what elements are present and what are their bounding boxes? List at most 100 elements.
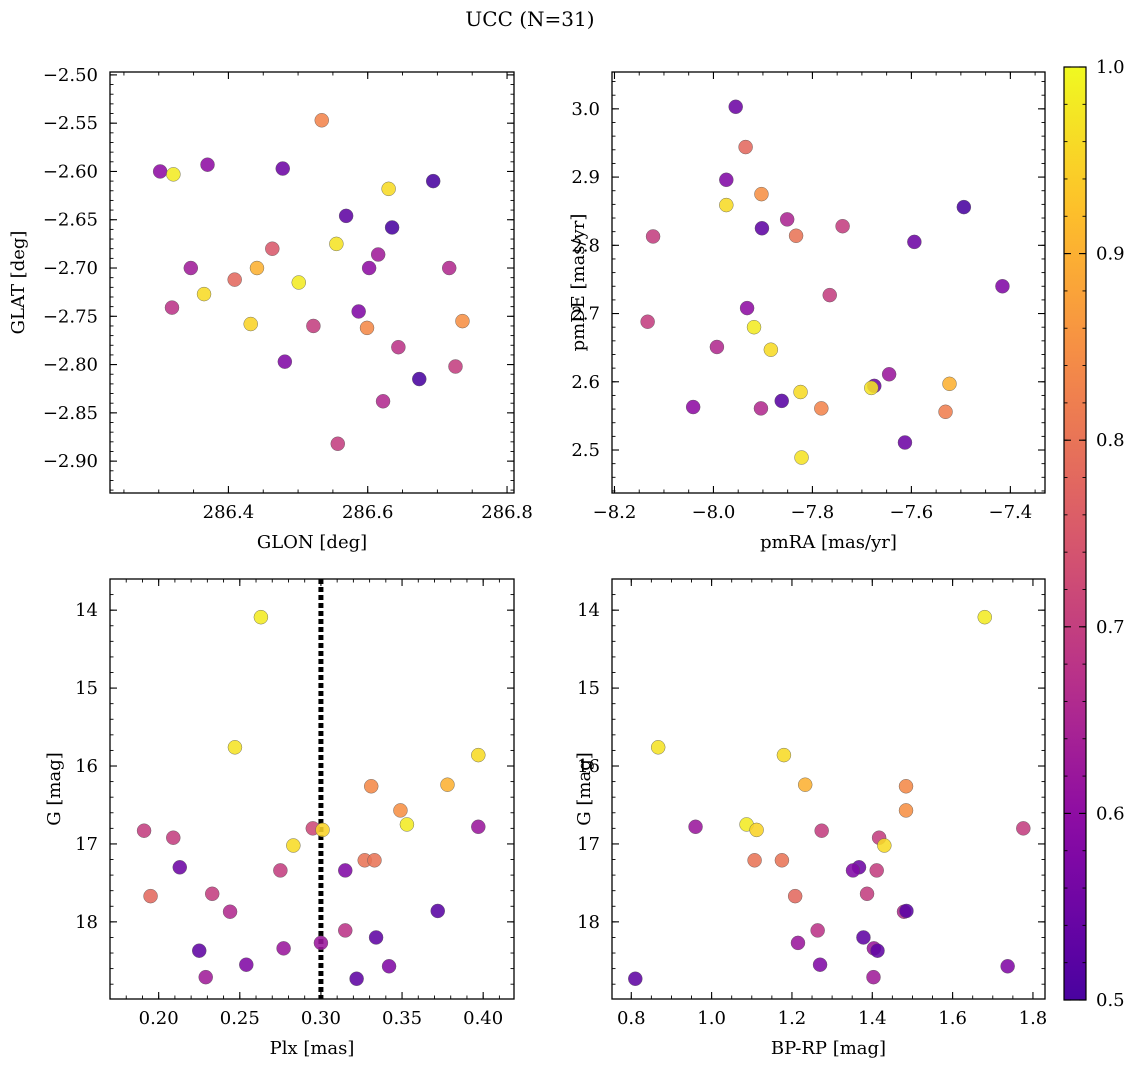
y-tick-label: −2.90 (43, 451, 98, 472)
colorbar-tick-label: 0.7 (1096, 617, 1125, 638)
data-point (338, 863, 353, 878)
data-point (747, 853, 762, 868)
y-tick-label: −2.75 (43, 306, 98, 327)
data-point (136, 823, 152, 838)
points-group (136, 609, 486, 986)
data-point (430, 903, 445, 919)
data-point (650, 740, 666, 755)
figure-title: UCC (N=31) (465, 7, 594, 31)
points-group (640, 99, 1010, 465)
data-point (277, 354, 293, 369)
data-point (897, 435, 913, 450)
y-tick-label: 14 (75, 600, 98, 621)
data-point (384, 220, 400, 235)
data-point (709, 339, 725, 355)
data-point (719, 172, 734, 188)
x-tick-label: 0.25 (220, 1008, 260, 1029)
data-point (393, 803, 408, 818)
data-point (779, 212, 795, 227)
data-point (166, 167, 181, 182)
y-tick-label: 15 (577, 678, 600, 699)
data-point (774, 853, 790, 868)
data-point (812, 957, 828, 972)
x-axis-label: GLON [deg] (257, 532, 367, 553)
data-point (152, 164, 168, 179)
y-tick-label: 18 (577, 912, 600, 933)
x-tick-label: 1.4 (858, 1008, 887, 1029)
data-point (640, 314, 655, 329)
x-tick-label: −7.8 (791, 502, 835, 523)
data-point (442, 260, 457, 276)
y-axis-label: G [mag] (574, 752, 595, 825)
data-point (881, 367, 897, 382)
data-point (338, 208, 354, 224)
x-tick-label: 0.35 (382, 1008, 422, 1029)
colorbar-tick-label: 1.0 (1096, 57, 1125, 78)
data-point (754, 186, 769, 202)
data-point (814, 823, 829, 838)
data-point (412, 371, 427, 387)
data-point (645, 229, 661, 244)
y-tick-label: −2.70 (43, 258, 98, 279)
x-tick-label: 1.2 (778, 1008, 807, 1029)
y-axis-label: G [mag] (44, 752, 65, 825)
x-tick-label: −8.0 (692, 502, 736, 523)
x-tick-label: −7.4 (989, 502, 1033, 523)
y-tick-label: 3.0 (571, 99, 600, 120)
data-point (222, 904, 238, 919)
data-point (143, 888, 158, 904)
data-point (361, 260, 377, 276)
y-axis-label: pmDE [mas/yr] (568, 214, 589, 352)
x-tick-label: −8.2 (593, 502, 637, 523)
data-point (728, 99, 743, 114)
data-point (763, 342, 779, 357)
data-point (739, 300, 755, 316)
panels: 286.4 286.6 286.8 −2.50 −2.55 −2.60 −2.65 −2.70… (8, 65, 1047, 1059)
colorbar-tick-label: 0.8 (1096, 430, 1125, 451)
data-point (859, 886, 875, 902)
data-point (754, 221, 770, 236)
data-point (688, 819, 703, 834)
y-tick-label: 14 (577, 600, 600, 621)
data-point (265, 241, 280, 256)
data-point (291, 275, 306, 290)
axes-frame (611, 71, 1046, 494)
data-point (448, 359, 463, 374)
data-point (306, 318, 321, 334)
data-point (746, 319, 762, 335)
colorbar-tick-label: 0.5 (1096, 990, 1125, 1011)
data-point (738, 139, 753, 155)
data-point (870, 943, 885, 958)
data-point (314, 113, 329, 128)
data-point (329, 236, 344, 252)
data-point (995, 279, 1010, 294)
data-point (471, 747, 486, 763)
data-point (794, 450, 809, 465)
data-point (205, 886, 220, 902)
y-tick-label: 16 (75, 756, 98, 777)
y-tick-label: 16 (577, 756, 600, 777)
data-point (166, 830, 181, 845)
data-point (253, 609, 269, 625)
data-point (956, 199, 972, 215)
y-tick-label: 2.8 (571, 235, 600, 256)
data-point (370, 247, 386, 262)
y-tick-label: 2.6 (571, 372, 600, 393)
data-point (899, 903, 914, 919)
data-point (249, 260, 265, 276)
x-tick-label: 286.8 (481, 502, 533, 523)
data-point (749, 822, 764, 838)
x-tick-label: 0.30 (301, 1008, 341, 1029)
x-tick-label: −7.6 (890, 502, 934, 523)
data-point (685, 399, 701, 415)
data-point (359, 320, 375, 336)
data-point (977, 609, 992, 625)
scatter-panel-1: 286.4 286.6 286.8 −2.50 −2.55 −2.60 −2.65 −2.70… (8, 65, 533, 553)
colorbar: 0.5 0.6 0.7 0.8 0.9 1.0 (1063, 57, 1125, 1011)
data-point (330, 436, 345, 451)
data-point (835, 219, 850, 234)
x-tick-label: 286.4 (203, 502, 255, 523)
data-point (364, 779, 379, 794)
data-point (200, 157, 215, 172)
y-axis-label: GLAT [deg] (8, 231, 29, 335)
